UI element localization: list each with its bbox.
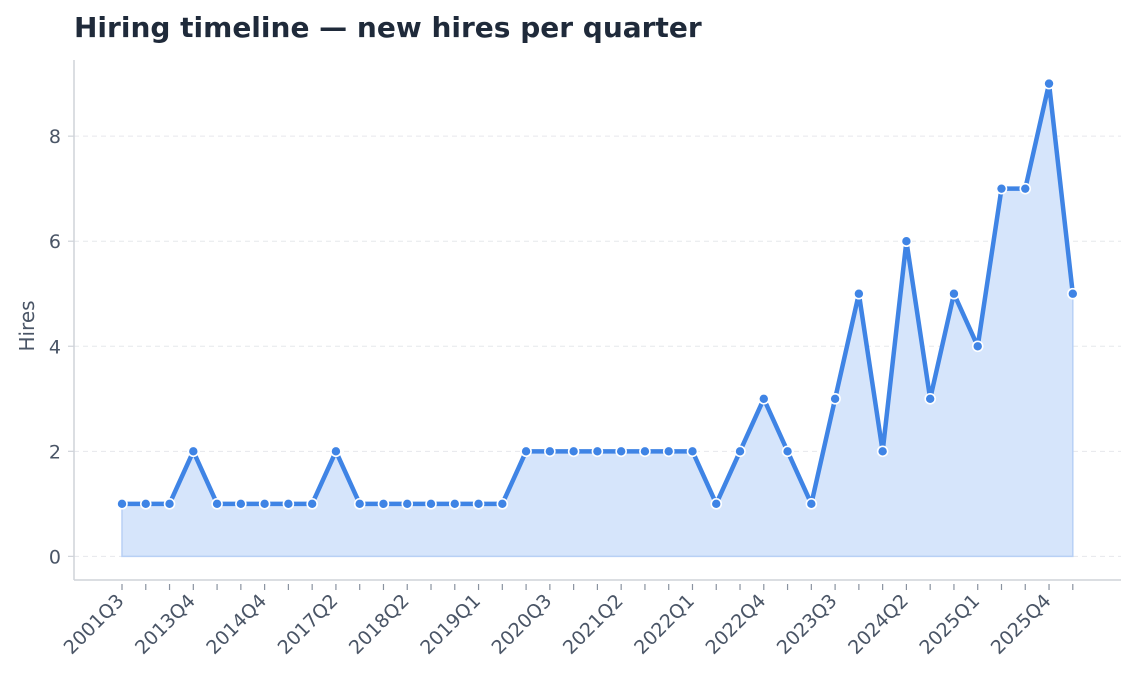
data-point <box>853 287 865 300</box>
data-point <box>472 498 485 510</box>
axes <box>73 60 1121 581</box>
data-point <box>876 445 889 458</box>
x-tick-label: 2018Q2 <box>345 590 414 659</box>
data-point <box>401 498 414 510</box>
data-point <box>829 392 841 405</box>
data-point <box>1043 77 1055 90</box>
x-ticks: 2001Q3 2013Q4 2014Q4 2017Q2 2018Q2 2019Q1 2020… <box>60 584 1074 659</box>
x-tick-label: 2025Q4 <box>987 590 1056 659</box>
y-tick-label: 4 <box>49 336 61 358</box>
data-point <box>781 445 794 458</box>
x-tick-label: 2001Q3 <box>60 590 129 659</box>
data-point <box>1067 287 1079 300</box>
data-point <box>139 498 152 510</box>
data-point <box>900 235 913 248</box>
x-tick-label: 2017Q2 <box>274 590 343 659</box>
data-point <box>591 445 604 458</box>
x-tick-label: 2023Q3 <box>773 590 842 659</box>
y-tick-label: 8 <box>49 126 61 148</box>
data-point <box>639 445 651 458</box>
data-point <box>615 445 627 458</box>
data-point <box>425 498 437 510</box>
data-point <box>116 498 128 510</box>
x-tick-label: 2013Q4 <box>131 590 200 659</box>
y-ticks: 0 2 4 6 8 <box>49 126 74 568</box>
data-point <box>330 445 342 458</box>
data-point <box>282 498 295 510</box>
data-point <box>377 498 390 510</box>
data-point <box>567 445 580 458</box>
x-tick-label: 2022Q4 <box>701 590 770 659</box>
data-point <box>734 445 746 458</box>
x-tick-label: 2020Q3 <box>488 590 557 659</box>
data-point <box>353 498 366 510</box>
data-point <box>211 498 223 510</box>
data-point <box>924 392 936 405</box>
data-point <box>163 498 176 510</box>
x-tick-label: 2022Q1 <box>630 590 699 659</box>
data-point <box>995 182 1008 195</box>
y-tick-label: 6 <box>49 231 61 253</box>
data-point <box>686 445 699 458</box>
data-point <box>662 445 675 458</box>
y-axis-label: Hires <box>15 300 39 351</box>
data-points <box>116 77 1079 510</box>
data-point <box>187 445 200 458</box>
x-tick-label: 2025Q1 <box>915 590 984 659</box>
x-tick-label: 2014Q4 <box>202 590 271 659</box>
data-point <box>948 287 960 300</box>
data-point <box>258 498 271 510</box>
data-point <box>520 445 532 458</box>
data-point <box>235 498 247 510</box>
x-tick-label: 2021Q2 <box>559 590 628 659</box>
data-point <box>496 498 509 510</box>
data-point <box>710 498 723 510</box>
area-fill-path <box>121 83 1074 558</box>
x-tick-label: 2024Q2 <box>844 590 913 659</box>
data-point <box>448 498 461 510</box>
x-tick-label: 2019Q1 <box>416 590 485 659</box>
data-point <box>971 340 984 353</box>
y-tick-label: 2 <box>49 441 61 463</box>
data-point <box>544 445 556 458</box>
data-point <box>805 498 818 510</box>
data-point <box>757 392 770 405</box>
data-point <box>1019 182 1032 195</box>
chart-title: Hiring timeline — new hires per quarter <box>74 11 702 44</box>
y-tick-label: 0 <box>49 546 61 568</box>
area-fill <box>121 83 1074 558</box>
data-point <box>306 498 318 510</box>
